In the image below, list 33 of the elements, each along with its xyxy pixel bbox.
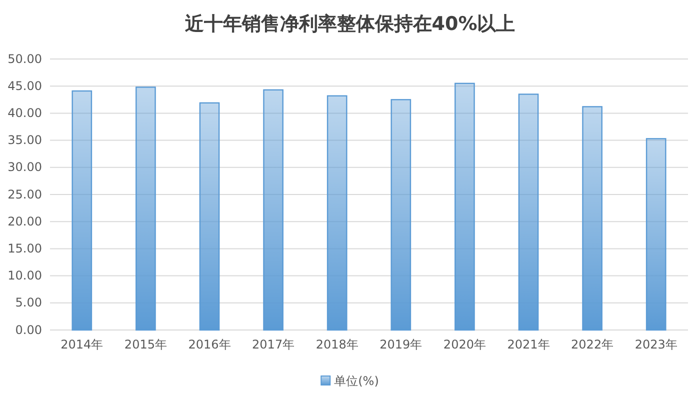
x-tick-label: 2019年 — [380, 338, 422, 352]
y-tick-label: 15.00 — [8, 242, 42, 256]
bar — [326, 95, 348, 331]
x-tick-label: 2017年 — [252, 338, 295, 352]
y-tick-label: 20.00 — [8, 214, 42, 228]
x-tick-label: 2021年 — [507, 338, 550, 352]
x-tick-label: 2015年 — [124, 338, 167, 352]
chart-title: 近十年销售净利率整体保持在40%以上 — [184, 13, 516, 35]
x-tick-label: 2014年 — [60, 338, 104, 352]
y-tick-label: 45.00 — [8, 78, 42, 93]
bar — [646, 138, 666, 331]
y-tick-label: 40.00 — [8, 106, 42, 120]
bar — [582, 106, 602, 331]
x-tick-label: 2018年 — [316, 338, 358, 352]
bar — [390, 99, 412, 331]
x-tick-label: 2022年 — [571, 338, 614, 352]
y-tick-label: 0.00 — [15, 322, 42, 337]
bar — [454, 82, 475, 331]
y-tick-label: 30.00 — [8, 160, 42, 174]
bar — [136, 86, 156, 331]
y-tick-label: 35.00 — [8, 133, 42, 148]
y-tick-label: 50.00 — [8, 52, 42, 66]
bar — [199, 102, 220, 331]
bar — [518, 94, 539, 331]
y-tick-label: 5.00 — [15, 296, 42, 310]
bar — [263, 89, 284, 331]
x-tick-label: 2023年 — [634, 338, 678, 352]
legend-label: 单位(%) — [334, 374, 379, 388]
y-tick-label: 10.00 — [8, 268, 42, 283]
x-tick-label: 2016年 — [188, 338, 231, 352]
y-tick-label: 25.00 — [8, 187, 42, 202]
bar — [72, 90, 92, 331]
x-tick-label: 2020年 — [443, 338, 486, 352]
